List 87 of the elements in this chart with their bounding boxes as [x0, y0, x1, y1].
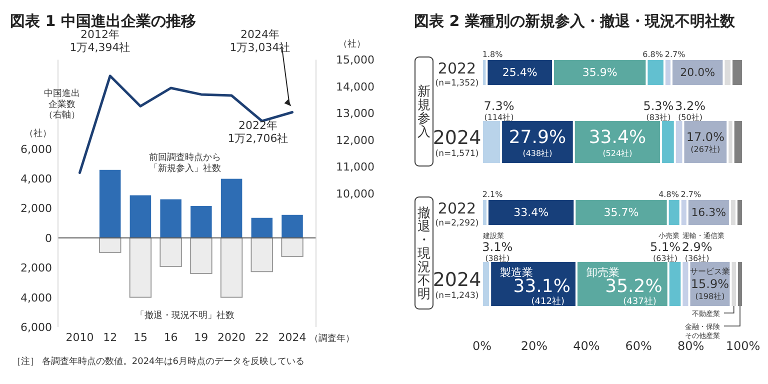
- data-label: 3.1% (38社): [482, 240, 513, 263]
- y2-tick-label: 12,000: [336, 134, 374, 147]
- chart-title: 図表 2 業種別の新規参入・撤退・現況不明社数: [414, 12, 736, 30]
- data-label: 25.4%: [502, 66, 538, 80]
- text: 2024年 1万3,034社: [230, 28, 290, 54]
- x-tick-label: 2010: [66, 331, 94, 344]
- bar: [130, 195, 152, 238]
- data-label: 17.0% (267社): [686, 130, 724, 154]
- y2-axis-title: （社）: [338, 38, 366, 50]
- y-tick-label: 4,000: [20, 291, 52, 304]
- y-tick-label: 2022 (n=1,352): [435, 60, 479, 88]
- y-tick-label: 2024 (n=1,243): [432, 269, 482, 301]
- bar: [160, 237, 182, 268]
- y2-tick-label: 11,000: [336, 160, 374, 174]
- data-label: 3.2% (50社): [675, 99, 706, 122]
- series-label: 「撤退・現況不明」社数: [136, 310, 234, 321]
- data-label: 5.3% (83社): [643, 99, 674, 122]
- y2-tick-label: 13,000: [336, 107, 374, 120]
- y-tick-label: 4,000: [20, 172, 52, 186]
- bar: [129, 237, 152, 298]
- series-label: 卸売業: [586, 266, 620, 279]
- x-tick-label: 80%: [677, 339, 704, 353]
- data-label: 5.1% (63社): [650, 240, 681, 263]
- data-label: 2.1%: [482, 190, 504, 199]
- data-label: 2.9% (36社): [682, 240, 712, 263]
- data-label: 33.4%: [514, 206, 549, 220]
- data-label: 16.3%: [691, 206, 726, 220]
- y2-tick-label: 10,000: [336, 187, 374, 200]
- bar: [220, 178, 242, 238]
- x-tick-label: 40%: [573, 339, 600, 353]
- x-tick-label: 12: [103, 331, 118, 344]
- text: ［注］ 各調査年時点の数値。2024年は6月時点のデータを反映している: [12, 356, 304, 367]
- data-label: 6.8%: [642, 50, 664, 59]
- bar: [160, 199, 182, 238]
- line-series: [78, 74, 294, 174]
- bar: [190, 237, 212, 274]
- x-tick-label: 2020: [218, 331, 246, 344]
- y-tick-label: 6,000: [20, 142, 52, 156]
- text: 撤退・現況不明: [418, 206, 430, 302]
- x-tick-label: 22: [254, 331, 269, 344]
- x-tick-label: 0%: [472, 339, 492, 353]
- y-axis-title: （社）: [24, 128, 52, 139]
- x-axis-title: （調査年）: [309, 333, 354, 344]
- bar: [220, 237, 243, 298]
- x-tick-label: 19: [194, 331, 208, 344]
- bar: [190, 206, 212, 238]
- data-label: 2.7%: [680, 190, 702, 199]
- text: 2012年 1万4,394社: [70, 28, 130, 54]
- annotation: 2022年 1万2,706社: [228, 119, 288, 146]
- x-tick-label: 16: [164, 331, 178, 344]
- y-tick-label: 2024 (n=1,571): [432, 127, 482, 159]
- y2-tick-label: 14,000: [336, 80, 374, 94]
- x-tick-label: 15: [133, 331, 148, 344]
- data-label: 35.2% (437社): [605, 276, 662, 307]
- series-label: 製造業: [500, 266, 534, 279]
- data-label: 7.3% (114社): [484, 99, 514, 122]
- y-tick-label: 6,000: [20, 321, 52, 334]
- data-label: 15.9% (198社): [690, 276, 730, 302]
- bar: [250, 237, 274, 272]
- y2-tick-label: 15,000: [336, 54, 374, 67]
- bar: [251, 218, 273, 238]
- bar: [98, 237, 122, 253]
- bar: [282, 214, 303, 238]
- series-label: サービス業: [690, 267, 730, 276]
- data-label: 1.8%: [482, 50, 504, 59]
- y-tick-label: 2,000: [20, 262, 52, 275]
- data-label: 4.8%: [658, 190, 680, 199]
- x-tick-label: 100%: [726, 339, 760, 353]
- data-label: 33.4% (524社): [588, 126, 646, 158]
- data-label: 35.7%: [604, 206, 639, 220]
- bar: [281, 237, 304, 257]
- series-label: 中国進出企業数（右軸）: [44, 88, 80, 121]
- x-tick-label: 2024: [278, 331, 306, 344]
- bar: [99, 170, 121, 238]
- x-tick-label: 60%: [625, 339, 652, 353]
- data-label: 27.9% (438社): [508, 126, 566, 158]
- data-label: 33.1% (412社): [513, 276, 570, 307]
- chart-title: 図表 1 中国進出企業の推移: [10, 12, 196, 30]
- data-label: 35.9%: [582, 66, 618, 80]
- series-label: 前回調査時点から「新規参入」社数: [149, 152, 221, 174]
- data-label: 2.7%: [664, 50, 686, 59]
- y-tick-label: 0: [45, 232, 52, 245]
- x-tick-label: 20%: [520, 339, 548, 353]
- y-tick-label: 2,000: [20, 202, 52, 216]
- data-label: 20.0%: [680, 66, 716, 80]
- text: 新規参入: [418, 84, 430, 140]
- y-tick-label: 2022 (n=2,292): [435, 200, 479, 228]
